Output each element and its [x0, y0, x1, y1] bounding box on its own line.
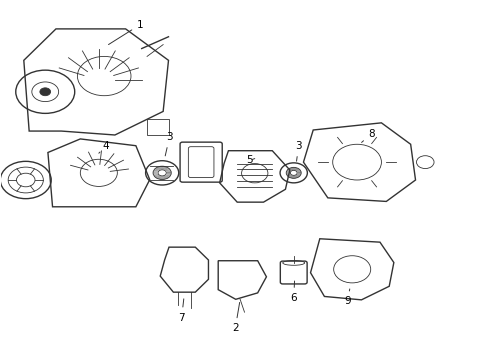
Text: 8: 8	[362, 129, 375, 143]
Text: 6: 6	[291, 281, 297, 303]
Text: 7: 7	[178, 299, 185, 323]
Text: 5: 5	[246, 156, 255, 165]
Text: 1: 1	[108, 19, 144, 45]
Text: 4: 4	[99, 141, 109, 153]
Text: 3: 3	[165, 132, 173, 156]
Text: 9: 9	[344, 289, 351, 306]
Text: 2: 2	[232, 302, 240, 333]
Circle shape	[40, 88, 50, 96]
Text: 3: 3	[295, 141, 302, 161]
